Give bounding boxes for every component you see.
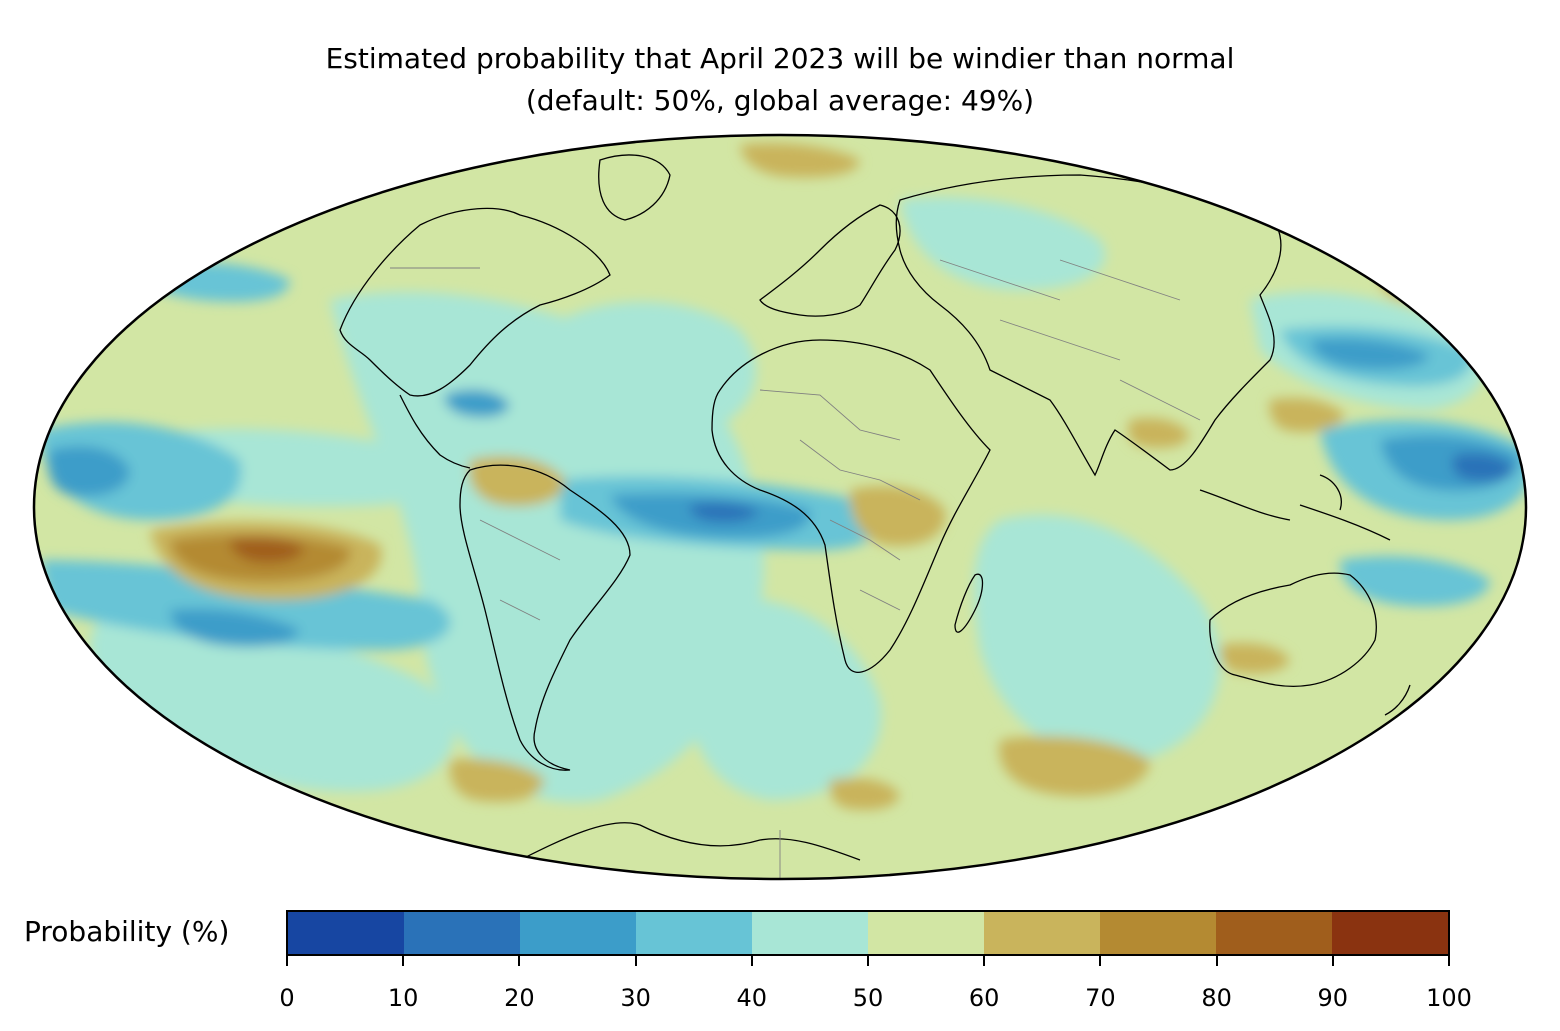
colorbar-segment — [404, 912, 520, 954]
colorbar-tick-label: 70 — [1085, 984, 1116, 1012]
world-map — [32, 133, 1528, 881]
colorbar-tick-label: 60 — [968, 984, 1000, 1012]
colorbar-tick-mark — [1331, 956, 1334, 966]
coastline-madagascar — [954, 573, 984, 633]
colorbar-segment — [984, 912, 1100, 954]
coastline-central-america — [399, 394, 471, 469]
coastline-south-america — [459, 464, 631, 771]
colorbar-segment — [1100, 912, 1216, 954]
colorbar-tick-mark — [518, 956, 521, 966]
probability-field — [34, 135, 1526, 879]
coastline-antarctica — [519, 822, 861, 861]
coastline-new-zealand — [1384, 684, 1411, 716]
colorbar-tick-label: 90 — [1317, 984, 1349, 1012]
colorbar-segment — [752, 912, 868, 954]
coastline-indonesia — [1199, 474, 1391, 541]
colorbar-tick-label: 30 — [620, 984, 651, 1012]
coastlines — [339, 154, 1411, 861]
colorbar-tick-mark — [1099, 956, 1102, 966]
colorbar-tick-label: 20 — [504, 984, 535, 1012]
colorbar-tick-label: 10 — [387, 984, 419, 1012]
colorbar-tick-label: 40 — [736, 984, 768, 1012]
colorbar-tick-mark — [983, 956, 986, 966]
colorbar-tick-label: 0 — [279, 984, 295, 1012]
chart-title-line-2: (default: 50%, global average: 49%) — [525, 84, 1035, 117]
colorbar-tick-mark — [286, 956, 288, 966]
colorbar-tick-mark — [634, 956, 637, 966]
coastline-greenland — [598, 154, 671, 221]
coastline-africa — [711, 339, 991, 673]
colorbar-tick-mark — [1448, 956, 1450, 966]
colorbar-tick-label: 80 — [1201, 984, 1232, 1012]
colorbar-tick-mark — [750, 956, 753, 966]
coastline-australia — [1209, 572, 1377, 687]
coastline-north-america — [339, 207, 611, 397]
colorbar-tick-mark — [1215, 956, 1218, 966]
colorbar-tick-label: 100 — [1426, 984, 1472, 1012]
colorbar-label: Probability (%) — [24, 915, 230, 948]
colorbar-segment — [1216, 912, 1332, 954]
colorbar-segment — [520, 912, 636, 954]
coastline-europe — [759, 204, 901, 317]
colorbar-segment — [288, 912, 404, 954]
colorbar-tick-label: 50 — [852, 984, 884, 1012]
colorbar-segment — [868, 912, 984, 954]
colorbar-tick-mark — [402, 956, 405, 966]
colorbar-tick-mark — [867, 956, 869, 966]
colorbar-segment — [1332, 912, 1448, 954]
country-borders — [390, 259, 1201, 879]
chart-title-line-1: Estimated probability that April 2023 wi… — [325, 42, 1235, 75]
colorbar-segment — [636, 912, 752, 954]
colorbar — [286, 910, 1450, 956]
map-boundary — [32, 133, 1528, 881]
